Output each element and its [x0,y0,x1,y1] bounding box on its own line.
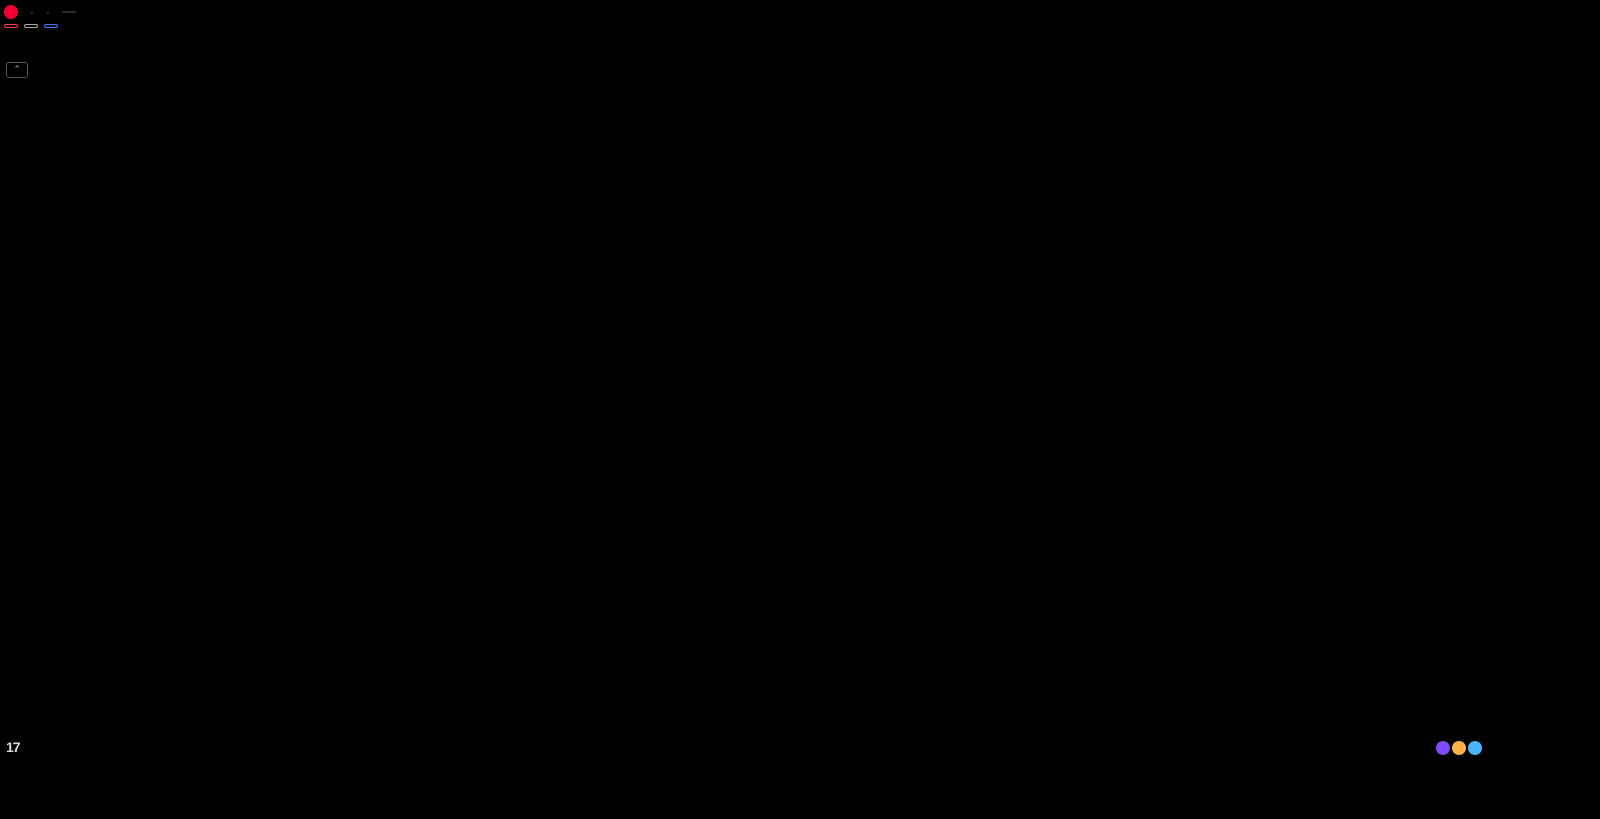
price-axis [1475,0,1600,760]
tradingview-logo-icon: 17 [6,739,20,755]
corner-indicators[interactable] [1436,741,1482,755]
indicator-icon[interactable] [1452,741,1466,755]
indicator-icon[interactable] [1436,741,1450,755]
indicator-icon[interactable] [1468,741,1482,755]
candlestick-chart[interactable] [0,0,1475,760]
time-axis [0,760,1475,782]
